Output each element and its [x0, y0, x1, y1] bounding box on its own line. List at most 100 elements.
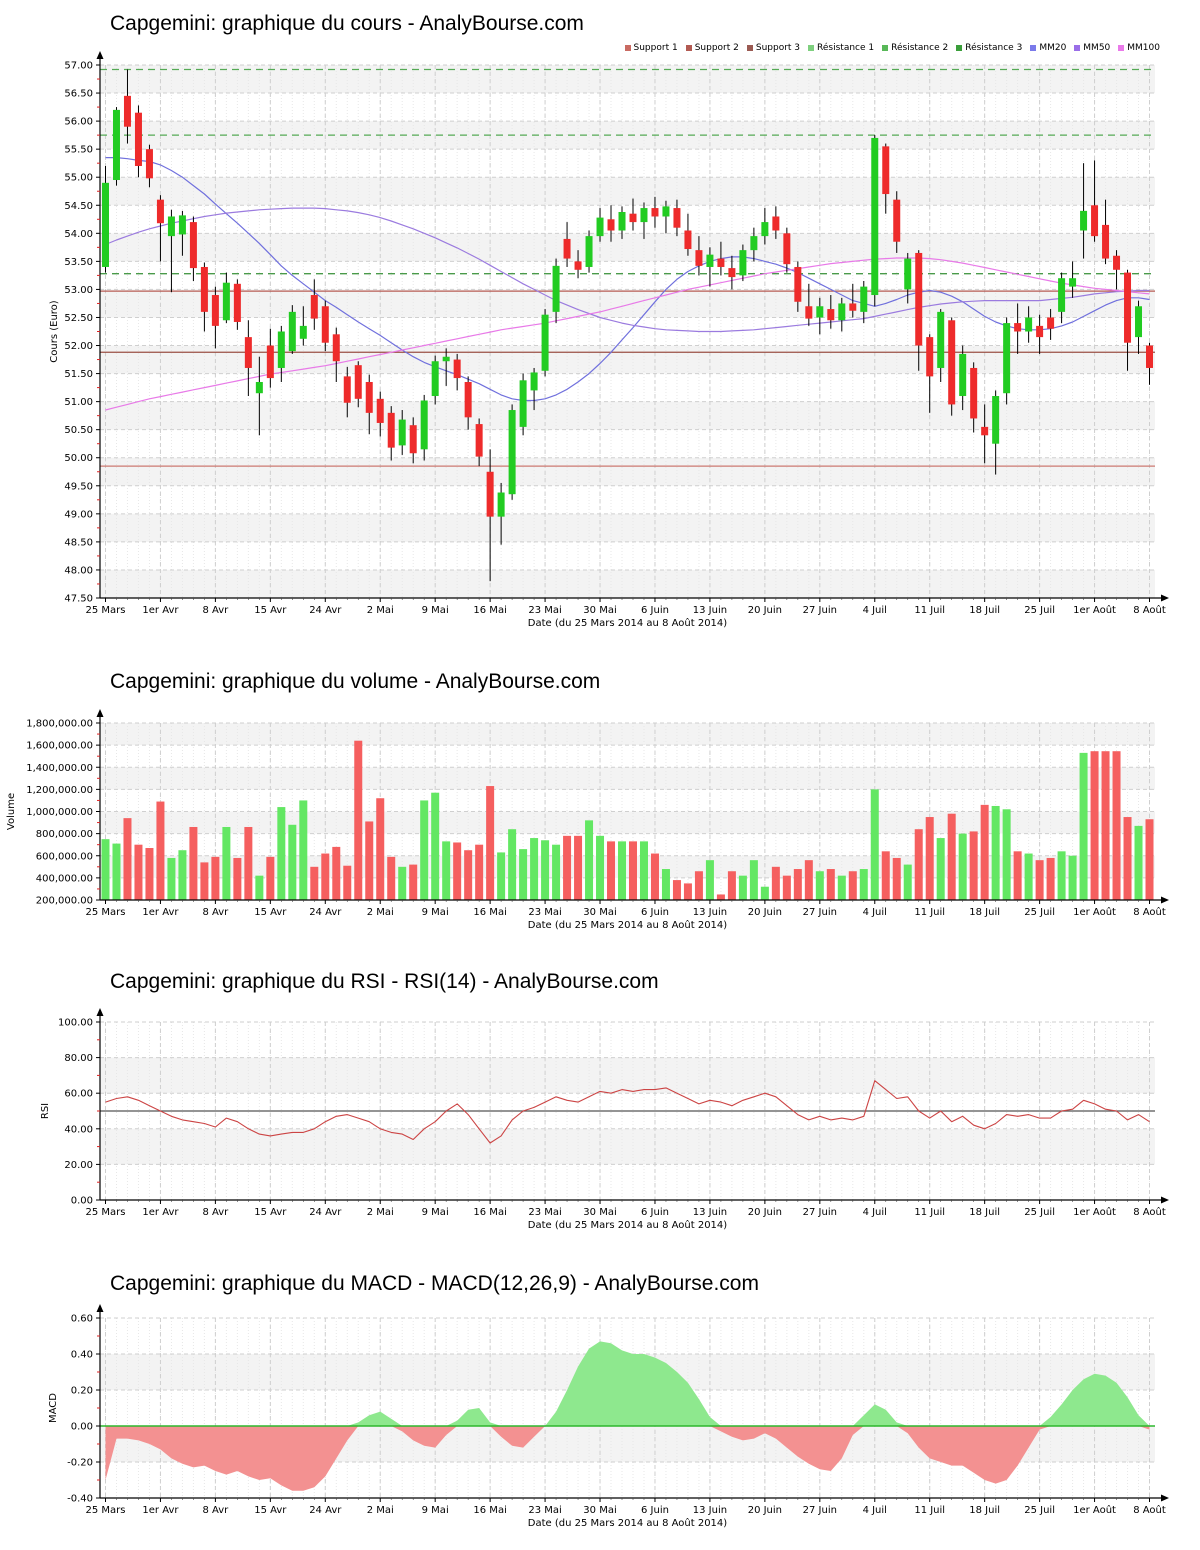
- svg-text:0.40: 0.40: [71, 1350, 93, 1361]
- svg-text:13 Juin: 13 Juin: [693, 907, 727, 918]
- svg-text:MACD: MACD: [48, 1393, 59, 1423]
- svg-text:20 Juin: 20 Juin: [748, 1505, 782, 1516]
- svg-text:30 Mai: 30 Mai: [583, 1505, 616, 1516]
- svg-text:2 Mai: 2 Mai: [367, 605, 394, 616]
- svg-text:48.50: 48.50: [64, 537, 93, 548]
- svg-text:16 Mai: 16 Mai: [473, 605, 506, 616]
- svg-text:27 Juin: 27 Juin: [803, 605, 837, 616]
- svg-text:15 Avr: 15 Avr: [254, 907, 287, 918]
- svg-text:400,000.00: 400,000.00: [36, 873, 93, 884]
- svg-text:20 Juin: 20 Juin: [748, 907, 782, 918]
- svg-text:24 Avr: 24 Avr: [309, 1505, 342, 1516]
- svg-text:25 Juil: 25 Juil: [1024, 907, 1055, 918]
- svg-text:48.00: 48.00: [64, 565, 93, 576]
- svg-text:800,000.00: 800,000.00: [36, 829, 93, 840]
- svg-text:20 Juin: 20 Juin: [748, 605, 782, 616]
- svg-text:55.50: 55.50: [64, 145, 93, 156]
- svg-text:54.00: 54.00: [64, 229, 93, 240]
- legend-label: Résistance 1: [817, 43, 875, 53]
- svg-text:25 Mars: 25 Mars: [86, 1505, 126, 1516]
- svg-text:8 Août: 8 Août: [1133, 1504, 1166, 1516]
- svg-text:1,000,000.00: 1,000,000.00: [26, 807, 93, 818]
- svg-text:1er Avr: 1er Avr: [142, 1505, 179, 1516]
- price-chart-legend: Support 1 Support 2 Support 3 Résistance 1 R…: [624, 43, 1160, 53]
- svg-text:6 Juin: 6 Juin: [641, 1505, 669, 1516]
- svg-text:8 Août: 8 Août: [1133, 1206, 1166, 1218]
- svg-text:-0.40: -0.40: [67, 1494, 93, 1505]
- svg-text:23 Mai: 23 Mai: [528, 1505, 561, 1516]
- svg-text:24 Avr: 24 Avr: [309, 907, 342, 918]
- svg-text:40.00: 40.00: [64, 1124, 93, 1135]
- svg-text:1er Août: 1er Août: [1073, 604, 1116, 616]
- svg-text:Cours (Euro): Cours (Euro): [49, 300, 60, 363]
- svg-text:25 Mars: 25 Mars: [86, 605, 126, 616]
- svg-text:1,600,000.00: 1,600,000.00: [26, 741, 93, 752]
- legend-label: Support 1: [633, 43, 678, 53]
- legend-label: Résistance 2: [891, 43, 949, 53]
- svg-text:8 Avr: 8 Avr: [202, 1505, 229, 1516]
- svg-text:30 Mai: 30 Mai: [583, 1207, 616, 1218]
- price-chart-title: Capgemini: graphique du cours - AnalyBou…: [110, 12, 584, 35]
- svg-text:1er Août: 1er Août: [1073, 1206, 1116, 1218]
- legend-item-resistance-2: Résistance 2: [882, 43, 948, 53]
- svg-text:49.50: 49.50: [64, 481, 93, 492]
- svg-text:56.00: 56.00: [64, 117, 93, 128]
- svg-text:0.00: 0.00: [71, 1422, 93, 1433]
- svg-text:16 Mai: 16 Mai: [473, 907, 506, 918]
- svg-text:15 Avr: 15 Avr: [254, 1207, 287, 1218]
- svg-text:30 Mai: 30 Mai: [583, 605, 616, 616]
- macd-chart-title: Capgemini: graphique du MACD - MACD(12,2…: [110, 1272, 759, 1295]
- svg-text:60.00: 60.00: [64, 1089, 93, 1100]
- svg-text:1er Août: 1er Août: [1073, 906, 1116, 918]
- svg-text:1er Avr: 1er Avr: [142, 605, 179, 616]
- svg-text:27 Juin: 27 Juin: [803, 1505, 837, 1516]
- svg-text:11 Juil: 11 Juil: [914, 605, 945, 616]
- svg-text:6 Juin: 6 Juin: [641, 907, 669, 918]
- svg-text:25 Mars: 25 Mars: [86, 1207, 126, 1218]
- svg-text:1,200,000.00: 1,200,000.00: [26, 785, 93, 796]
- svg-text:Date (du 25 Mars 2014 au 8 Aoû: Date (du 25 Mars 2014 au 8 Août 2014): [528, 1517, 727, 1529]
- svg-text:23 Mai: 23 Mai: [528, 605, 561, 616]
- svg-text:56.50: 56.50: [64, 89, 93, 100]
- legend-item-mm20: MM20: [1030, 43, 1066, 53]
- svg-text:2 Mai: 2 Mai: [367, 907, 394, 918]
- svg-text:24 Avr: 24 Avr: [309, 605, 342, 616]
- svg-text:8 Août: 8 Août: [1133, 604, 1166, 616]
- svg-text:13 Juin: 13 Juin: [693, 605, 727, 616]
- rsi-chart: 0.00 20.00 40.00 60.00 80.00 100.00 25 Mars 1er…: [40, 1008, 1169, 1231]
- svg-text:Date (du 25 Mars 2014 au 8 Aoû: Date (du 25 Mars 2014 au 8 Août 2014): [528, 617, 727, 629]
- svg-text:13 Juin: 13 Juin: [693, 1207, 727, 1218]
- svg-text:50.50: 50.50: [64, 425, 93, 436]
- svg-text:25 Juil: 25 Juil: [1024, 605, 1055, 616]
- legend-item-resistance-1: Résistance 1: [808, 43, 874, 53]
- svg-text:53.50: 53.50: [64, 257, 93, 268]
- svg-text:51.50: 51.50: [64, 369, 93, 380]
- svg-text:27 Juin: 27 Juin: [803, 907, 837, 918]
- svg-text:16 Mai: 16 Mai: [473, 1505, 506, 1516]
- svg-text:Volume: Volume: [6, 793, 17, 830]
- legend-swatch-mm50: [1074, 45, 1081, 51]
- legend-item-support-1: Support 1: [624, 43, 678, 53]
- svg-text:25 Juil: 25 Juil: [1024, 1207, 1055, 1218]
- svg-text:2 Mai: 2 Mai: [367, 1207, 394, 1218]
- svg-text:4 Juil: 4 Juil: [863, 605, 887, 616]
- legend-label: MM50: [1083, 43, 1111, 53]
- svg-text:8 Avr: 8 Avr: [202, 907, 229, 918]
- svg-text:Date (du 25 Mars 2014 au 8 Aoû: Date (du 25 Mars 2014 au 8 Août 2014): [528, 1219, 727, 1231]
- legend-label: Support 3: [755, 43, 801, 53]
- svg-text:52.00: 52.00: [64, 341, 93, 352]
- svg-text:16 Mai: 16 Mai: [473, 1207, 506, 1218]
- svg-text:-0.20: -0.20: [67, 1458, 93, 1469]
- svg-text:25 Mars: 25 Mars: [86, 907, 126, 918]
- svg-text:30 Mai: 30 Mai: [583, 907, 616, 918]
- svg-text:RSI: RSI: [40, 1103, 51, 1119]
- svg-text:8 Avr: 8 Avr: [202, 1207, 229, 1218]
- legend-swatch-support-2: [685, 45, 692, 51]
- legend-item-resistance-3: Résistance 3: [956, 43, 1022, 53]
- svg-text:20.00: 20.00: [64, 1160, 93, 1171]
- legend-swatch-mm100: [1118, 45, 1125, 51]
- svg-text:49.00: 49.00: [64, 509, 93, 520]
- svg-text:1,800,000.00: 1,800,000.00: [26, 719, 93, 730]
- svg-text:11 Juil: 11 Juil: [914, 1207, 945, 1218]
